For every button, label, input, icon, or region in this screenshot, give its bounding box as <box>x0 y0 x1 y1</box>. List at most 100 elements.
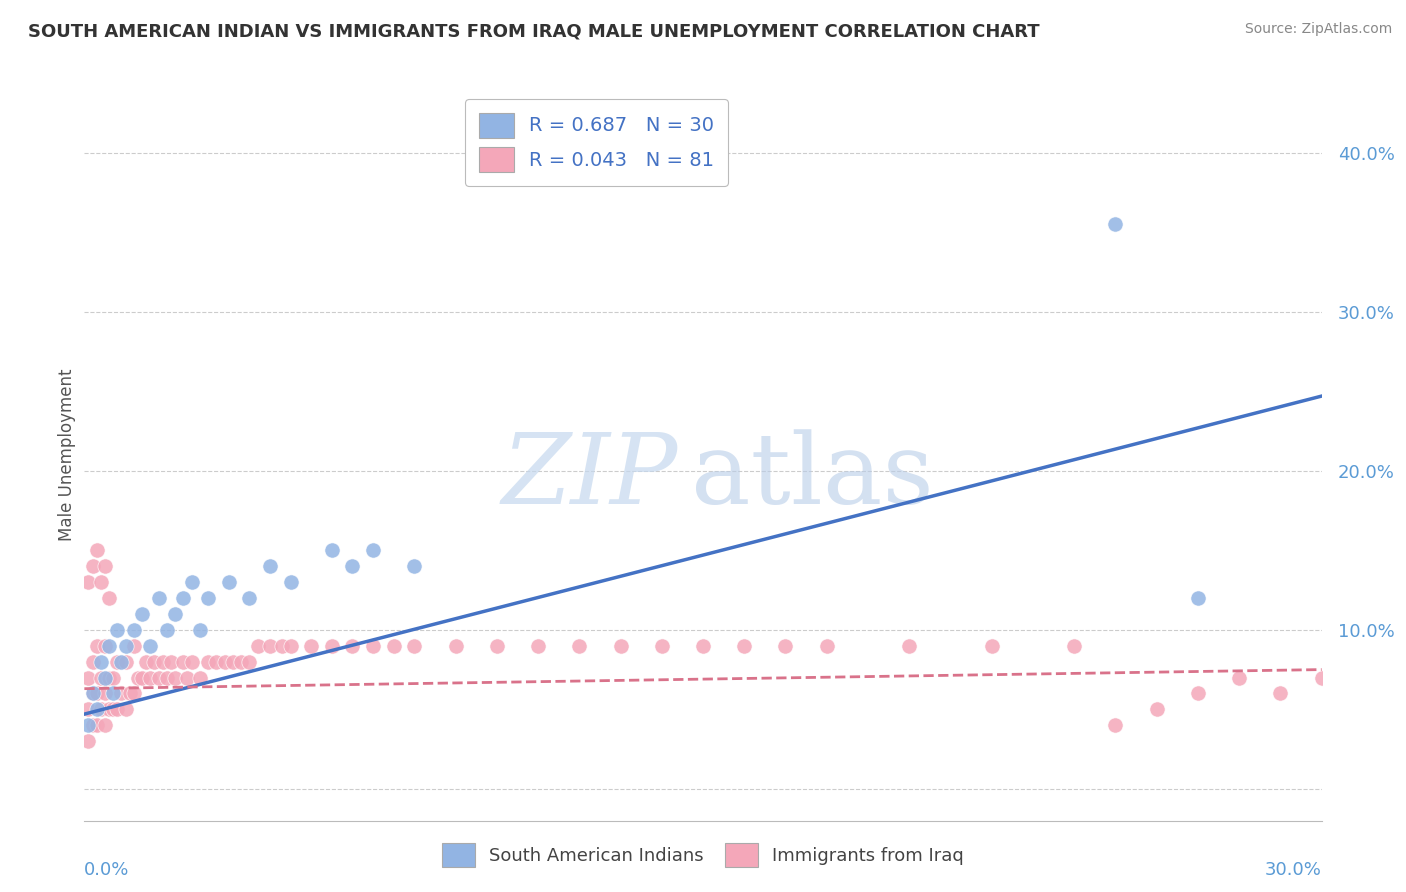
Point <box>692 639 714 653</box>
Point <box>86 718 108 732</box>
Text: SOUTH AMERICAN INDIAN VS IMMIGRANTS FROM IRAQ MALE UNEMPLOYMENT CORRELATION CHAR: SOUTH AMERICAN INDIAN VS IMMIGRANTS FROM… <box>28 22 1040 40</box>
Point <box>197 591 219 605</box>
Point <box>165 607 187 621</box>
Point <box>98 639 121 653</box>
Text: ZIP: ZIP <box>502 429 678 524</box>
Point <box>139 639 162 653</box>
Point <box>404 559 426 574</box>
Point <box>114 655 136 669</box>
Point <box>98 591 121 605</box>
Point <box>148 591 170 605</box>
Point <box>259 559 281 574</box>
Point <box>127 671 149 685</box>
Point <box>152 655 174 669</box>
Point <box>222 655 245 669</box>
Text: Source: ZipAtlas.com: Source: ZipAtlas.com <box>1244 22 1392 37</box>
Point <box>94 671 117 685</box>
Point <box>180 575 202 590</box>
Point <box>280 575 302 590</box>
Point <box>733 639 755 653</box>
Point <box>103 686 125 700</box>
Point <box>105 655 128 669</box>
Point <box>609 639 631 653</box>
Point <box>568 639 591 653</box>
Point <box>77 671 100 685</box>
Point <box>485 639 508 653</box>
Legend: South American Indians, Immigrants from Iraq: South American Indians, Immigrants from … <box>434 836 972 874</box>
Point <box>527 639 550 653</box>
Point <box>114 639 136 653</box>
Point <box>90 655 112 669</box>
Point <box>94 718 117 732</box>
Point <box>980 639 1002 653</box>
Point <box>160 655 183 669</box>
Point <box>90 575 112 590</box>
Point <box>775 639 797 653</box>
Point <box>271 639 294 653</box>
Point <box>110 655 132 669</box>
Point <box>118 686 141 700</box>
Point <box>361 543 384 558</box>
Point <box>280 639 302 653</box>
Point <box>342 559 364 574</box>
Point <box>122 623 145 637</box>
Y-axis label: Male Unemployment: Male Unemployment <box>58 368 76 541</box>
Point <box>342 639 364 653</box>
Point <box>1104 718 1126 732</box>
Point <box>238 655 260 669</box>
Point <box>156 671 179 685</box>
Point <box>90 702 112 716</box>
Point <box>131 607 153 621</box>
Point <box>98 671 121 685</box>
Point <box>214 655 236 669</box>
Point <box>259 639 281 653</box>
Point <box>180 655 202 669</box>
Point <box>229 655 252 669</box>
Point <box>404 639 426 653</box>
Point <box>86 543 108 558</box>
Point <box>1063 639 1085 653</box>
Point <box>1146 702 1168 716</box>
Point <box>815 639 838 653</box>
Text: atlas: atlas <box>690 429 934 524</box>
Point <box>1227 671 1250 685</box>
Point <box>176 671 198 685</box>
Point <box>94 639 117 653</box>
Point <box>86 686 108 700</box>
Point <box>82 559 104 574</box>
Point <box>77 718 100 732</box>
Text: 30.0%: 30.0% <box>1265 861 1322 879</box>
Point <box>143 655 166 669</box>
Point <box>246 639 269 653</box>
Point <box>77 734 100 748</box>
Point <box>218 575 240 590</box>
Point <box>135 655 157 669</box>
Point <box>1310 671 1333 685</box>
Text: 0.0%: 0.0% <box>84 861 129 879</box>
Point <box>86 702 108 716</box>
Point <box>1270 686 1292 700</box>
Point <box>114 702 136 716</box>
Point <box>1187 591 1209 605</box>
Point <box>82 655 104 669</box>
Point <box>651 639 673 653</box>
Point <box>1187 686 1209 700</box>
Point <box>148 671 170 685</box>
Point <box>197 655 219 669</box>
Point <box>205 655 228 669</box>
Point <box>238 591 260 605</box>
Point <box>321 639 343 653</box>
Point <box>94 559 117 574</box>
Point <box>188 671 211 685</box>
Point <box>139 671 162 685</box>
Point <box>444 639 467 653</box>
Point <box>382 639 405 653</box>
Point <box>131 671 153 685</box>
Point <box>105 702 128 716</box>
Point <box>172 655 194 669</box>
Point <box>90 671 112 685</box>
Point <box>1104 218 1126 232</box>
Point <box>321 543 343 558</box>
Point <box>898 639 921 653</box>
Point <box>361 639 384 653</box>
